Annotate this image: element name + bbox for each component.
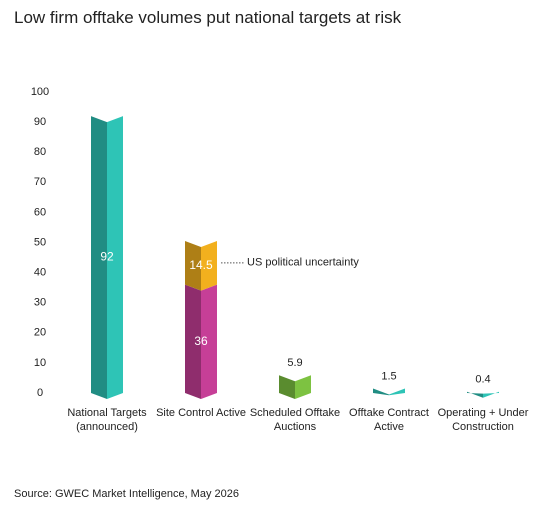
bar-segment	[201, 240, 217, 291]
y-tick-label: 20	[34, 327, 46, 339]
x-tick-label: Scheduled Offtake Auctions	[249, 407, 341, 433]
y-tick-label: 10	[34, 357, 46, 369]
bar-segment	[295, 375, 311, 399]
y-tick-label: 80	[34, 146, 46, 158]
x-tick-label: National Targets (announced)	[67, 407, 147, 433]
bar-segment	[107, 116, 123, 399]
data-label: 14.5	[189, 258, 213, 272]
y-tick-label: 0	[37, 387, 43, 399]
y-tick-label: 90	[34, 116, 46, 128]
bar-segment	[185, 240, 201, 291]
bar-segment	[373, 388, 389, 396]
data-label: 0.4	[475, 374, 490, 386]
chart-title: Low firm offtake volumes put national ta…	[14, 8, 402, 27]
bar-segment	[201, 284, 217, 399]
bar-segment	[279, 375, 295, 399]
y-tick-label: 60	[34, 206, 46, 218]
y-tick-label: 70	[34, 176, 46, 188]
bar-segment	[91, 116, 107, 399]
x-tick-label: Operating + Under Construction	[437, 407, 529, 433]
y-tick-label: 30	[34, 297, 46, 309]
bar-segment	[483, 391, 499, 398]
data-label: 92	[100, 250, 114, 264]
annotation: US political uncertainty	[247, 257, 359, 269]
x-tick-label: Site Control Active	[156, 407, 246, 419]
x-tick-label: Offtake Contract Active	[349, 407, 429, 433]
bar-segment	[389, 388, 405, 396]
bar-segment	[185, 284, 201, 399]
data-label: 36	[194, 334, 208, 348]
data-label: 1.5	[381, 370, 396, 382]
y-tick-label: 40	[34, 267, 46, 279]
y-tick-label: 50	[34, 236, 46, 248]
data-label: 5.9	[287, 357, 302, 369]
bar-segment	[467, 391, 483, 398]
y-tick-label: 100	[31, 86, 49, 98]
source: Source: GWEC Market Intelligence, May 20…	[14, 488, 239, 500]
